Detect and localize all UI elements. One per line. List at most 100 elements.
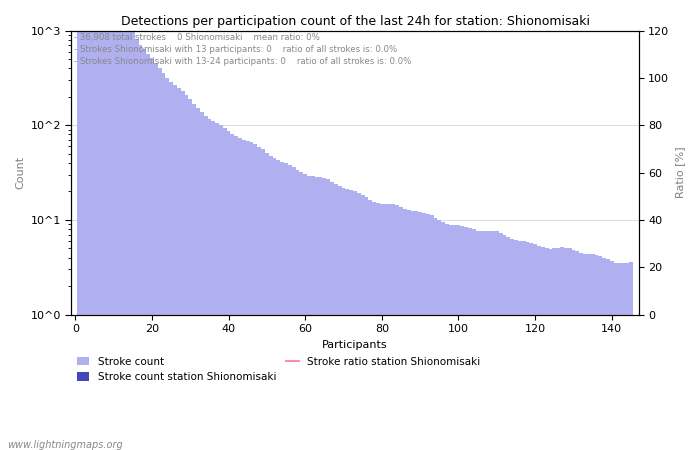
Bar — [92, 0, 97, 450]
Bar — [188, 99, 193, 450]
Bar — [472, 230, 476, 450]
Bar — [587, 254, 591, 450]
X-axis label: Participants: Participants — [322, 340, 388, 350]
Bar — [276, 160, 280, 450]
Bar — [449, 225, 453, 450]
Bar — [326, 180, 330, 450]
Bar — [541, 247, 545, 450]
Bar — [323, 178, 326, 450]
Bar — [606, 260, 610, 450]
Bar — [426, 214, 430, 450]
Bar — [234, 136, 238, 450]
Bar — [598, 256, 602, 450]
Bar — [403, 208, 407, 450]
Bar — [181, 91, 185, 450]
Bar — [464, 227, 468, 450]
Bar — [227, 131, 230, 450]
Text: www.lightningmaps.org: www.lightningmaps.org — [7, 440, 122, 450]
Bar — [193, 104, 196, 450]
Bar — [165, 77, 169, 450]
Bar — [196, 108, 200, 450]
Bar — [453, 225, 456, 450]
Bar — [154, 63, 158, 450]
Bar — [526, 242, 529, 450]
Bar — [583, 253, 587, 450]
Bar — [307, 176, 311, 450]
Bar — [342, 188, 346, 450]
Bar — [139, 45, 142, 450]
Bar — [162, 73, 165, 450]
Bar — [104, 0, 108, 450]
Bar — [514, 240, 518, 450]
Bar — [480, 231, 484, 450]
Bar — [614, 263, 617, 450]
Bar — [346, 189, 349, 450]
Bar — [629, 262, 633, 450]
Bar — [258, 147, 261, 450]
Bar — [89, 0, 92, 450]
Y-axis label: Ratio [%]: Ratio [%] — [675, 147, 685, 198]
Bar — [522, 241, 526, 450]
Y-axis label: Count: Count — [15, 156, 25, 189]
Bar — [230, 134, 235, 450]
Bar — [433, 218, 438, 450]
Bar — [199, 112, 204, 450]
Bar — [556, 248, 560, 450]
Bar — [438, 220, 441, 450]
Bar — [422, 212, 426, 450]
Bar — [510, 238, 514, 450]
Bar — [365, 197, 368, 450]
Bar — [575, 251, 579, 450]
Bar — [399, 207, 403, 450]
Bar — [430, 216, 433, 450]
Bar — [300, 172, 303, 450]
Bar — [284, 163, 288, 450]
Bar — [269, 156, 272, 450]
Bar — [372, 202, 376, 450]
Bar — [116, 0, 120, 450]
Text: - 36,908 total strokes    0 Shionomisaki    mean ratio: 0%
- Strokes Shionomisak: - 36,908 total strokes 0 Shionomisaki me… — [74, 33, 412, 66]
Bar — [77, 0, 81, 450]
Bar — [207, 119, 211, 450]
Bar — [108, 0, 112, 450]
Bar — [173, 85, 177, 450]
Bar — [211, 121, 215, 450]
Bar — [560, 248, 564, 450]
Bar — [498, 233, 503, 450]
Bar — [529, 243, 533, 450]
Bar — [568, 248, 571, 450]
Bar — [242, 140, 246, 450]
Bar — [112, 0, 116, 450]
Bar — [441, 222, 445, 450]
Bar — [380, 204, 384, 450]
Bar — [315, 177, 318, 450]
Bar — [506, 237, 510, 450]
Bar — [120, 6, 123, 450]
Bar — [250, 142, 253, 450]
Bar — [150, 58, 154, 450]
Bar — [388, 204, 391, 450]
Bar — [318, 177, 323, 450]
Bar — [338, 186, 342, 450]
Bar — [391, 204, 395, 450]
Bar — [204, 116, 207, 450]
Bar — [311, 176, 315, 450]
Bar — [491, 231, 495, 450]
Bar — [123, 15, 127, 450]
Bar — [265, 153, 269, 450]
Legend: Stroke count, Stroke count station Shionomisaki, Stroke ratio station Shionomisa: Stroke count, Stroke count station Shion… — [77, 357, 480, 382]
Bar — [571, 250, 575, 450]
Bar — [395, 206, 399, 450]
Bar — [384, 204, 388, 450]
Title: Detections per participation count of the last 24h for station: Shionomisaki: Detections per participation count of th… — [120, 15, 589, 28]
Bar — [456, 225, 461, 450]
Bar — [253, 144, 258, 450]
Bar — [407, 210, 411, 450]
Bar — [238, 139, 242, 450]
Bar — [564, 248, 568, 450]
Bar — [625, 263, 629, 450]
Bar — [602, 257, 606, 450]
Bar — [414, 212, 419, 450]
Bar — [303, 175, 307, 450]
Bar — [215, 123, 219, 450]
